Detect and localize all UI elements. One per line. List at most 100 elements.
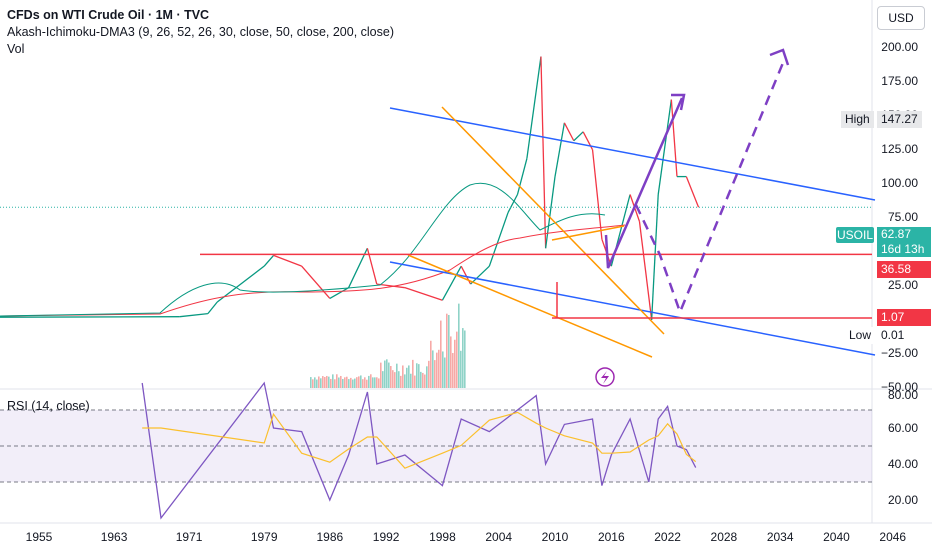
volume-bar <box>388 362 390 388</box>
price-segment <box>526 56 542 159</box>
projection-arrowhead-dashed <box>769 48 790 66</box>
volume-bar <box>412 359 414 388</box>
price-segment <box>516 158 528 195</box>
rsi-series <box>141 381 697 520</box>
time-tick-label: 2016 <box>598 530 625 544</box>
volume-bar <box>408 365 410 388</box>
price-segment <box>554 122 566 177</box>
volume-bar <box>422 372 424 388</box>
volume-bar <box>394 372 396 388</box>
price-tick-label: −25.00 <box>881 346 918 360</box>
indicator-label[interactable]: Akash-Ichimoku-DMA3 (9, 26, 52, 26, 30, … <box>7 25 394 39</box>
volume-bar <box>328 376 330 388</box>
volume-bar <box>314 377 316 388</box>
projection-arrowhead-solid <box>671 93 686 111</box>
time-tick-label: 1971 <box>176 530 203 544</box>
symbol-tag: USOIL <box>836 227 874 243</box>
volume-bar <box>390 366 392 388</box>
volume-bar <box>454 339 456 388</box>
time-tick-label: 1955 <box>26 530 53 544</box>
volume-bar <box>414 375 416 388</box>
chart-legend: CFDs on WTI Crude Oil · 1M · TVC Akash-I… <box>7 7 394 58</box>
lightning-bolt <box>601 371 609 384</box>
channel-lower-line <box>389 261 876 356</box>
time-tick-label: 2034 <box>767 530 794 544</box>
rsi-band <box>0 409 872 483</box>
time-tick-label: 1979 <box>251 530 278 544</box>
price-segment <box>263 254 275 267</box>
volume-bar <box>450 336 452 388</box>
price-segment <box>179 313 208 318</box>
rsi-tick-label: 40.00 <box>888 457 918 471</box>
volume-bar <box>442 351 444 388</box>
volume-bar <box>336 374 338 388</box>
volume-bar <box>352 379 354 388</box>
price-segment <box>0 316 180 318</box>
volume-bar <box>458 303 460 388</box>
volume-bar <box>332 374 334 388</box>
volume-bar <box>436 352 438 388</box>
high-label: High <box>841 111 874 128</box>
price-segment <box>488 212 509 267</box>
price-segment <box>301 265 331 299</box>
price-segment <box>591 149 603 240</box>
volume-bar <box>346 376 348 388</box>
price-segment <box>638 221 653 320</box>
wedge-lower-line <box>407 254 653 358</box>
time-tick-label: 2046 <box>879 530 906 544</box>
volume-bar <box>426 366 428 388</box>
volume-bar <box>348 379 350 388</box>
time-tick-label: 2022 <box>654 530 681 544</box>
volume-bar <box>342 378 344 388</box>
volume-label[interactable]: Vol <box>7 42 25 56</box>
volume-bar <box>322 376 324 388</box>
volume-bar <box>402 365 404 388</box>
time-tick-label: 2028 <box>711 530 738 544</box>
chart-title[interactable]: CFDs on WTI Crude Oil · 1M · TVC <box>7 8 210 22</box>
rsi-tick-label: 80.00 <box>888 388 918 402</box>
volume-bar <box>334 379 336 388</box>
volume-bar <box>406 367 408 388</box>
volume-bar <box>464 330 466 388</box>
price-segment <box>366 248 378 285</box>
volume-bar <box>396 363 398 388</box>
time-tick-label: 1986 <box>316 530 343 544</box>
volume-bar <box>400 375 402 388</box>
ma-50-line <box>0 182 606 317</box>
wedge-upper-line <box>441 106 665 335</box>
price-segment <box>582 131 594 151</box>
price-segment <box>441 265 462 301</box>
price-tick-label: 100.00 <box>881 176 918 190</box>
volume-bar <box>418 364 420 388</box>
volume-bar <box>384 360 386 388</box>
volume-bar <box>392 370 394 388</box>
volume-bar <box>448 314 450 388</box>
volume-bar <box>374 377 376 388</box>
volume-bar <box>456 331 458 388</box>
volume-bar <box>404 374 406 388</box>
volume-bar <box>318 376 320 388</box>
last-price: 62.87 <box>881 227 912 241</box>
volume-bar <box>310 377 312 388</box>
volume-bar <box>440 320 442 388</box>
currency-button[interactable]: USD <box>877 6 925 30</box>
projection-arrow-dashed <box>634 57 787 316</box>
volume-bar <box>376 377 378 388</box>
rsi-label[interactable]: RSI (14, close) <box>7 399 90 413</box>
volume-bar <box>338 377 340 388</box>
volume-bar <box>378 378 380 388</box>
volume-bar <box>364 377 366 388</box>
price-tick-label: −50.00 <box>881 380 918 394</box>
ma-200-line <box>0 224 626 317</box>
volume-bar <box>398 371 400 388</box>
lightning-icon <box>595 367 615 387</box>
volume-bar <box>438 349 440 388</box>
price-segment <box>460 265 472 285</box>
time-tick-label: 2040 <box>823 530 850 544</box>
volume-bar <box>424 374 426 388</box>
drawings[interactable] <box>200 48 876 387</box>
price-tick-label: 25.00 <box>888 278 918 292</box>
price-segment <box>376 283 405 289</box>
